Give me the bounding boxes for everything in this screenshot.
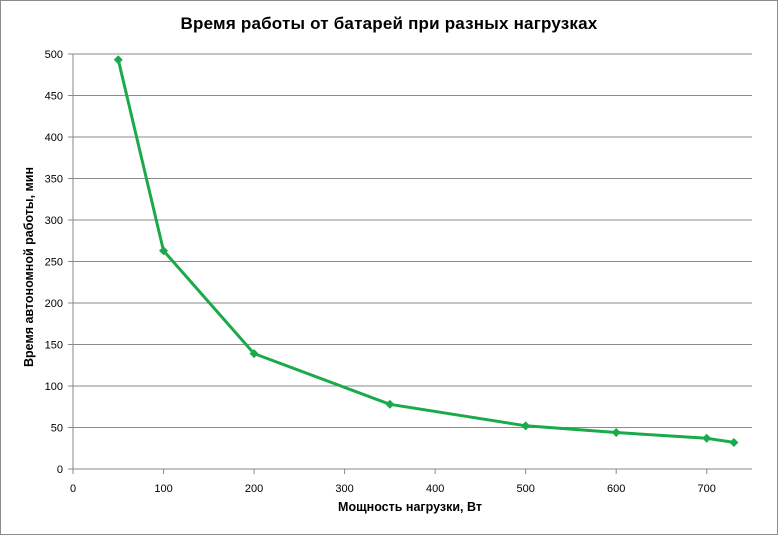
x-tick-label: 500 [516,483,534,495]
x-tick-label: 100 [154,483,172,495]
x-tick-label: 300 [335,483,353,495]
y-tick-label: 350 [45,174,63,186]
x-tick-label: 400 [426,483,444,495]
y-tick-label: 50 [51,423,63,435]
y-tick-label: 250 [45,257,63,269]
y-tick-label: 150 [45,340,63,352]
y-tick-label: 500 [45,49,63,61]
y-tick-label: 450 [45,91,63,103]
data-point [113,55,123,65]
chart-title: Время работы от батарей при разных нагру… [180,14,598,33]
x-axis-label: Мощность нагрузки, Вт [338,500,482,514]
data-point [702,433,712,443]
x-tick-label: 700 [698,483,716,495]
y-tick-label: 100 [45,381,63,393]
data-point [249,349,259,359]
y-tick-label: 300 [45,215,63,227]
y-tick-label: 400 [45,132,63,144]
x-tick-label: 600 [607,483,625,495]
data-point [729,437,739,447]
x-tick-label: 0 [70,483,76,495]
data-point [521,421,531,431]
series-line [116,58,736,444]
data-point [385,399,395,409]
y-tick-label: 0 [57,464,63,476]
y-tick-label: 200 [45,298,63,310]
x-tick-label: 200 [245,483,263,495]
data-point [611,427,621,437]
data-point [159,246,169,256]
